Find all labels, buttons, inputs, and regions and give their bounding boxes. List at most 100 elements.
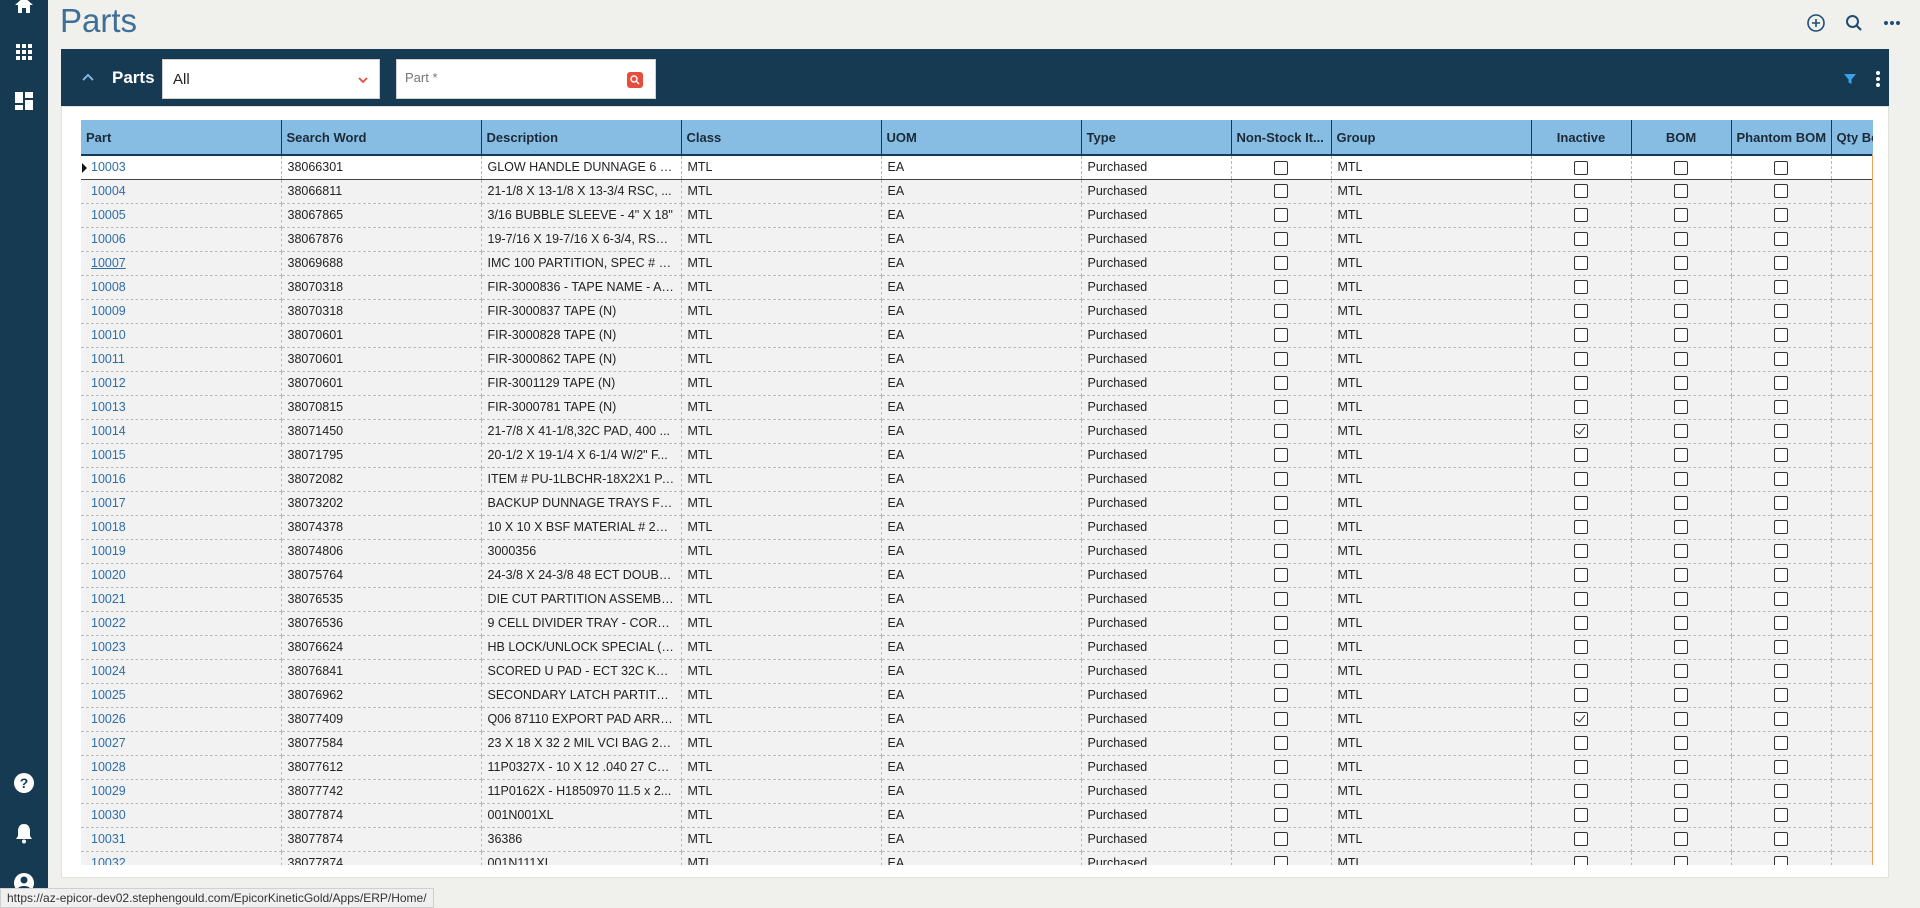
part-link[interactable]: 10029: [91, 784, 126, 798]
non-stock-checkbox[interactable]: [1274, 784, 1288, 799]
column-header-bom[interactable]: BOM: [1631, 120, 1732, 156]
column-header-description[interactable]: Description: [481, 120, 682, 156]
table-row[interactable]: 10027 38077584 23 X 18 X 32 2 MIL VCI BAG …: [81, 731, 1873, 756]
inactive-checkbox[interactable]: [1574, 328, 1588, 343]
column-header-phantom-bom[interactable]: Phantom BOM: [1731, 120, 1832, 156]
table-row[interactable]: 10025 38076962 SECONDARY LATCH PARTITON...…: [81, 683, 1873, 708]
inactive-checkbox[interactable]: [1574, 808, 1588, 823]
bom-checkbox[interactable]: [1674, 616, 1688, 631]
non-stock-checkbox[interactable]: [1274, 352, 1288, 367]
bom-checkbox[interactable]: [1674, 808, 1688, 823]
part-link[interactable]: 10014: [91, 424, 126, 438]
help-icon[interactable]: ?: [0, 768, 48, 798]
table-row[interactable]: 10016 38072082 ITEM # PU-1LBCHR-18X2X1 PA.…: [81, 467, 1873, 492]
bom-checkbox[interactable]: [1674, 424, 1688, 439]
inactive-checkbox[interactable]: [1574, 832, 1588, 847]
part-lookup-icon[interactable]: [627, 72, 643, 88]
part-link[interactable]: 10011: [91, 352, 125, 366]
bom-checkbox[interactable]: [1674, 304, 1688, 319]
table-row[interactable]: 10015 38071795 20-1/2 X 19-1/4 X 6-1/4 W/2…: [81, 443, 1873, 468]
non-stock-checkbox[interactable]: [1274, 280, 1288, 295]
bom-checkbox[interactable]: [1674, 400, 1688, 415]
phantom-bom-checkbox[interactable]: [1774, 592, 1788, 607]
table-row[interactable]: 10029 38077742 11P0162X - H1850970 11.5 x …: [81, 779, 1873, 804]
column-header-class[interactable]: Class: [681, 120, 882, 156]
column-header-non-stock[interactable]: Non-Stock It...: [1231, 120, 1332, 156]
non-stock-checkbox[interactable]: [1274, 664, 1288, 679]
non-stock-checkbox[interactable]: [1274, 688, 1288, 703]
part-link[interactable]: 10025: [91, 688, 126, 702]
part-link[interactable]: 10018: [91, 520, 126, 534]
non-stock-checkbox[interactable]: [1274, 400, 1288, 415]
bom-checkbox[interactable]: [1674, 736, 1688, 751]
non-stock-checkbox[interactable]: [1274, 640, 1288, 655]
part-link[interactable]: 10005: [91, 208, 126, 222]
inactive-checkbox[interactable]: [1574, 376, 1588, 391]
bom-checkbox[interactable]: [1674, 352, 1688, 367]
phantom-bom-checkbox[interactable]: [1774, 448, 1788, 463]
inactive-checkbox[interactable]: [1574, 304, 1588, 319]
table-row[interactable]: 10011 38070601 FIR-3000862 TAPE (N) MTL EA Pu…: [81, 347, 1873, 372]
part-link[interactable]: 10027: [91, 736, 126, 750]
phantom-bom-checkbox[interactable]: [1774, 280, 1788, 295]
column-header-uom[interactable]: UOM: [881, 120, 1082, 156]
bom-checkbox[interactable]: [1674, 256, 1688, 271]
table-row[interactable]: 10020 38075764 24-3/8 X 24-3/8 48 ECT DOUB…: [81, 563, 1873, 588]
table-row[interactable]: 10026 38077409 Q06 87110 EXPORT PAD ARRO..…: [81, 707, 1873, 732]
column-header-search-word[interactable]: Search Word: [281, 120, 482, 156]
part-input[interactable]: [405, 70, 615, 85]
phantom-bom-checkbox[interactable]: [1774, 664, 1788, 679]
inactive-checkbox[interactable]: [1574, 160, 1588, 175]
table-row[interactable]: 10028 38077612 11P0327X - 10 X 12 .040 27 …: [81, 755, 1873, 780]
apps-grid-icon[interactable]: [0, 37, 48, 67]
phantom-bom-checkbox[interactable]: [1774, 808, 1788, 823]
part-link[interactable]: 10007: [91, 256, 126, 270]
part-search-field[interactable]: [396, 59, 656, 99]
table-row[interactable]: 10010 38070601 FIR-3000828 TAPE (N) MTL EA Pu…: [81, 323, 1873, 348]
phantom-bom-checkbox[interactable]: [1774, 688, 1788, 703]
column-header-group[interactable]: Group: [1331, 120, 1532, 156]
non-stock-checkbox[interactable]: [1274, 208, 1288, 223]
part-link[interactable]: 10016: [91, 472, 126, 486]
phantom-bom-checkbox[interactable]: [1774, 856, 1788, 865]
table-row[interactable]: 10031 38077874 36386 MTL EA Purchased MTL: [81, 827, 1873, 852]
part-link[interactable]: 10012: [91, 376, 126, 390]
bom-checkbox[interactable]: [1674, 184, 1688, 199]
inactive-checkbox[interactable]: [1574, 688, 1588, 703]
bom-checkbox[interactable]: [1674, 592, 1688, 607]
part-link[interactable]: 10028: [91, 760, 126, 774]
part-link[interactable]: 10008: [91, 280, 126, 294]
non-stock-checkbox[interactable]: [1274, 856, 1288, 865]
phantom-bom-checkbox[interactable]: [1774, 400, 1788, 415]
part-link[interactable]: 10030: [91, 808, 126, 822]
bom-checkbox[interactable]: [1674, 520, 1688, 535]
column-header-part[interactable]: Part: [81, 120, 282, 156]
bom-checkbox[interactable]: [1674, 640, 1688, 655]
phantom-bom-checkbox[interactable]: [1774, 256, 1788, 271]
bom-checkbox[interactable]: [1674, 688, 1688, 703]
table-row[interactable]: 10004 38066811 21-1/8 X 13-1/8 X 13-3/4 RS…: [81, 179, 1873, 204]
phantom-bom-checkbox[interactable]: [1774, 208, 1788, 223]
non-stock-checkbox[interactable]: [1274, 520, 1288, 535]
inactive-checkbox[interactable]: [1574, 592, 1588, 607]
non-stock-checkbox[interactable]: [1274, 184, 1288, 199]
table-row[interactable]: 10005 38067865 3/16 BUBBLE SLEEVE - 4" X 1…: [81, 203, 1873, 228]
part-link[interactable]: 10026: [91, 712, 126, 726]
part-link[interactable]: 10024: [91, 664, 126, 678]
table-row[interactable]: 10022 38076536 9 CELL DIVIDER TRAY - CORRU…: [81, 611, 1873, 636]
add-icon[interactable]: [1803, 10, 1829, 36]
non-stock-checkbox[interactable]: [1274, 616, 1288, 631]
phantom-bom-checkbox[interactable]: [1774, 472, 1788, 487]
table-row[interactable]: 10018 38074378 10 X 10 X BSF MATERIAL # 23…: [81, 515, 1873, 540]
bom-checkbox[interactable]: [1674, 160, 1688, 175]
inactive-checkbox[interactable]: [1574, 256, 1588, 271]
table-row[interactable]: 10003 38066301 GLOW HANDLE DUNNAGE 6 P... M…: [81, 154, 1873, 180]
inactive-checkbox[interactable]: [1574, 448, 1588, 463]
inactive-checkbox[interactable]: [1574, 352, 1588, 367]
phantom-bom-checkbox[interactable]: [1774, 160, 1788, 175]
part-link[interactable]: 10021: [91, 592, 126, 606]
non-stock-checkbox[interactable]: [1274, 760, 1288, 775]
inactive-checkbox[interactable]: [1574, 472, 1588, 487]
bom-checkbox[interactable]: [1674, 760, 1688, 775]
more-options-icon[interactable]: [1879, 10, 1905, 36]
